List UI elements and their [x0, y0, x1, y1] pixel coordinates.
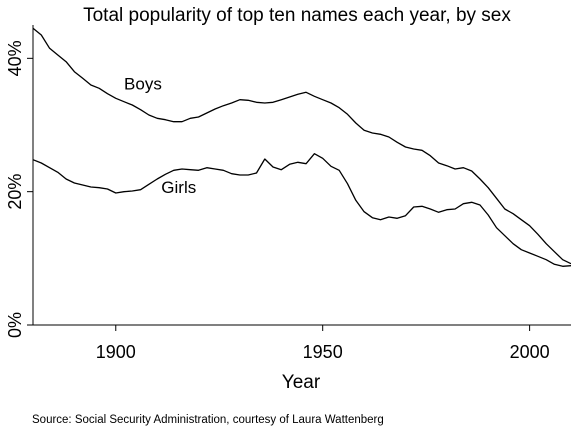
series-line-boys: [32, 27, 571, 265]
x-axis-title: Year: [282, 372, 321, 393]
y-tick-label: 40%: [5, 40, 25, 76]
series-label-boys: Boys: [124, 75, 162, 94]
x-tick-label: 1900: [96, 342, 136, 362]
series-label-girls: Girls: [161, 178, 196, 197]
axis-ticks: 1900 1950 2000 0% 20% 40%: [5, 40, 550, 362]
series-line-girls: [32, 153, 571, 267]
x-tick-label: 2000: [510, 342, 550, 362]
x-tick-label: 1950: [303, 342, 343, 362]
y-tick-label: 20%: [5, 174, 25, 210]
source-note: Source: Social Security Administration, …: [32, 414, 384, 426]
chart-title: Total popularity of top ten names each y…: [83, 5, 511, 26]
series-lines: [32, 27, 571, 267]
y-tick-label: 0%: [5, 312, 25, 338]
series-labels: Boys Girls: [124, 75, 196, 197]
